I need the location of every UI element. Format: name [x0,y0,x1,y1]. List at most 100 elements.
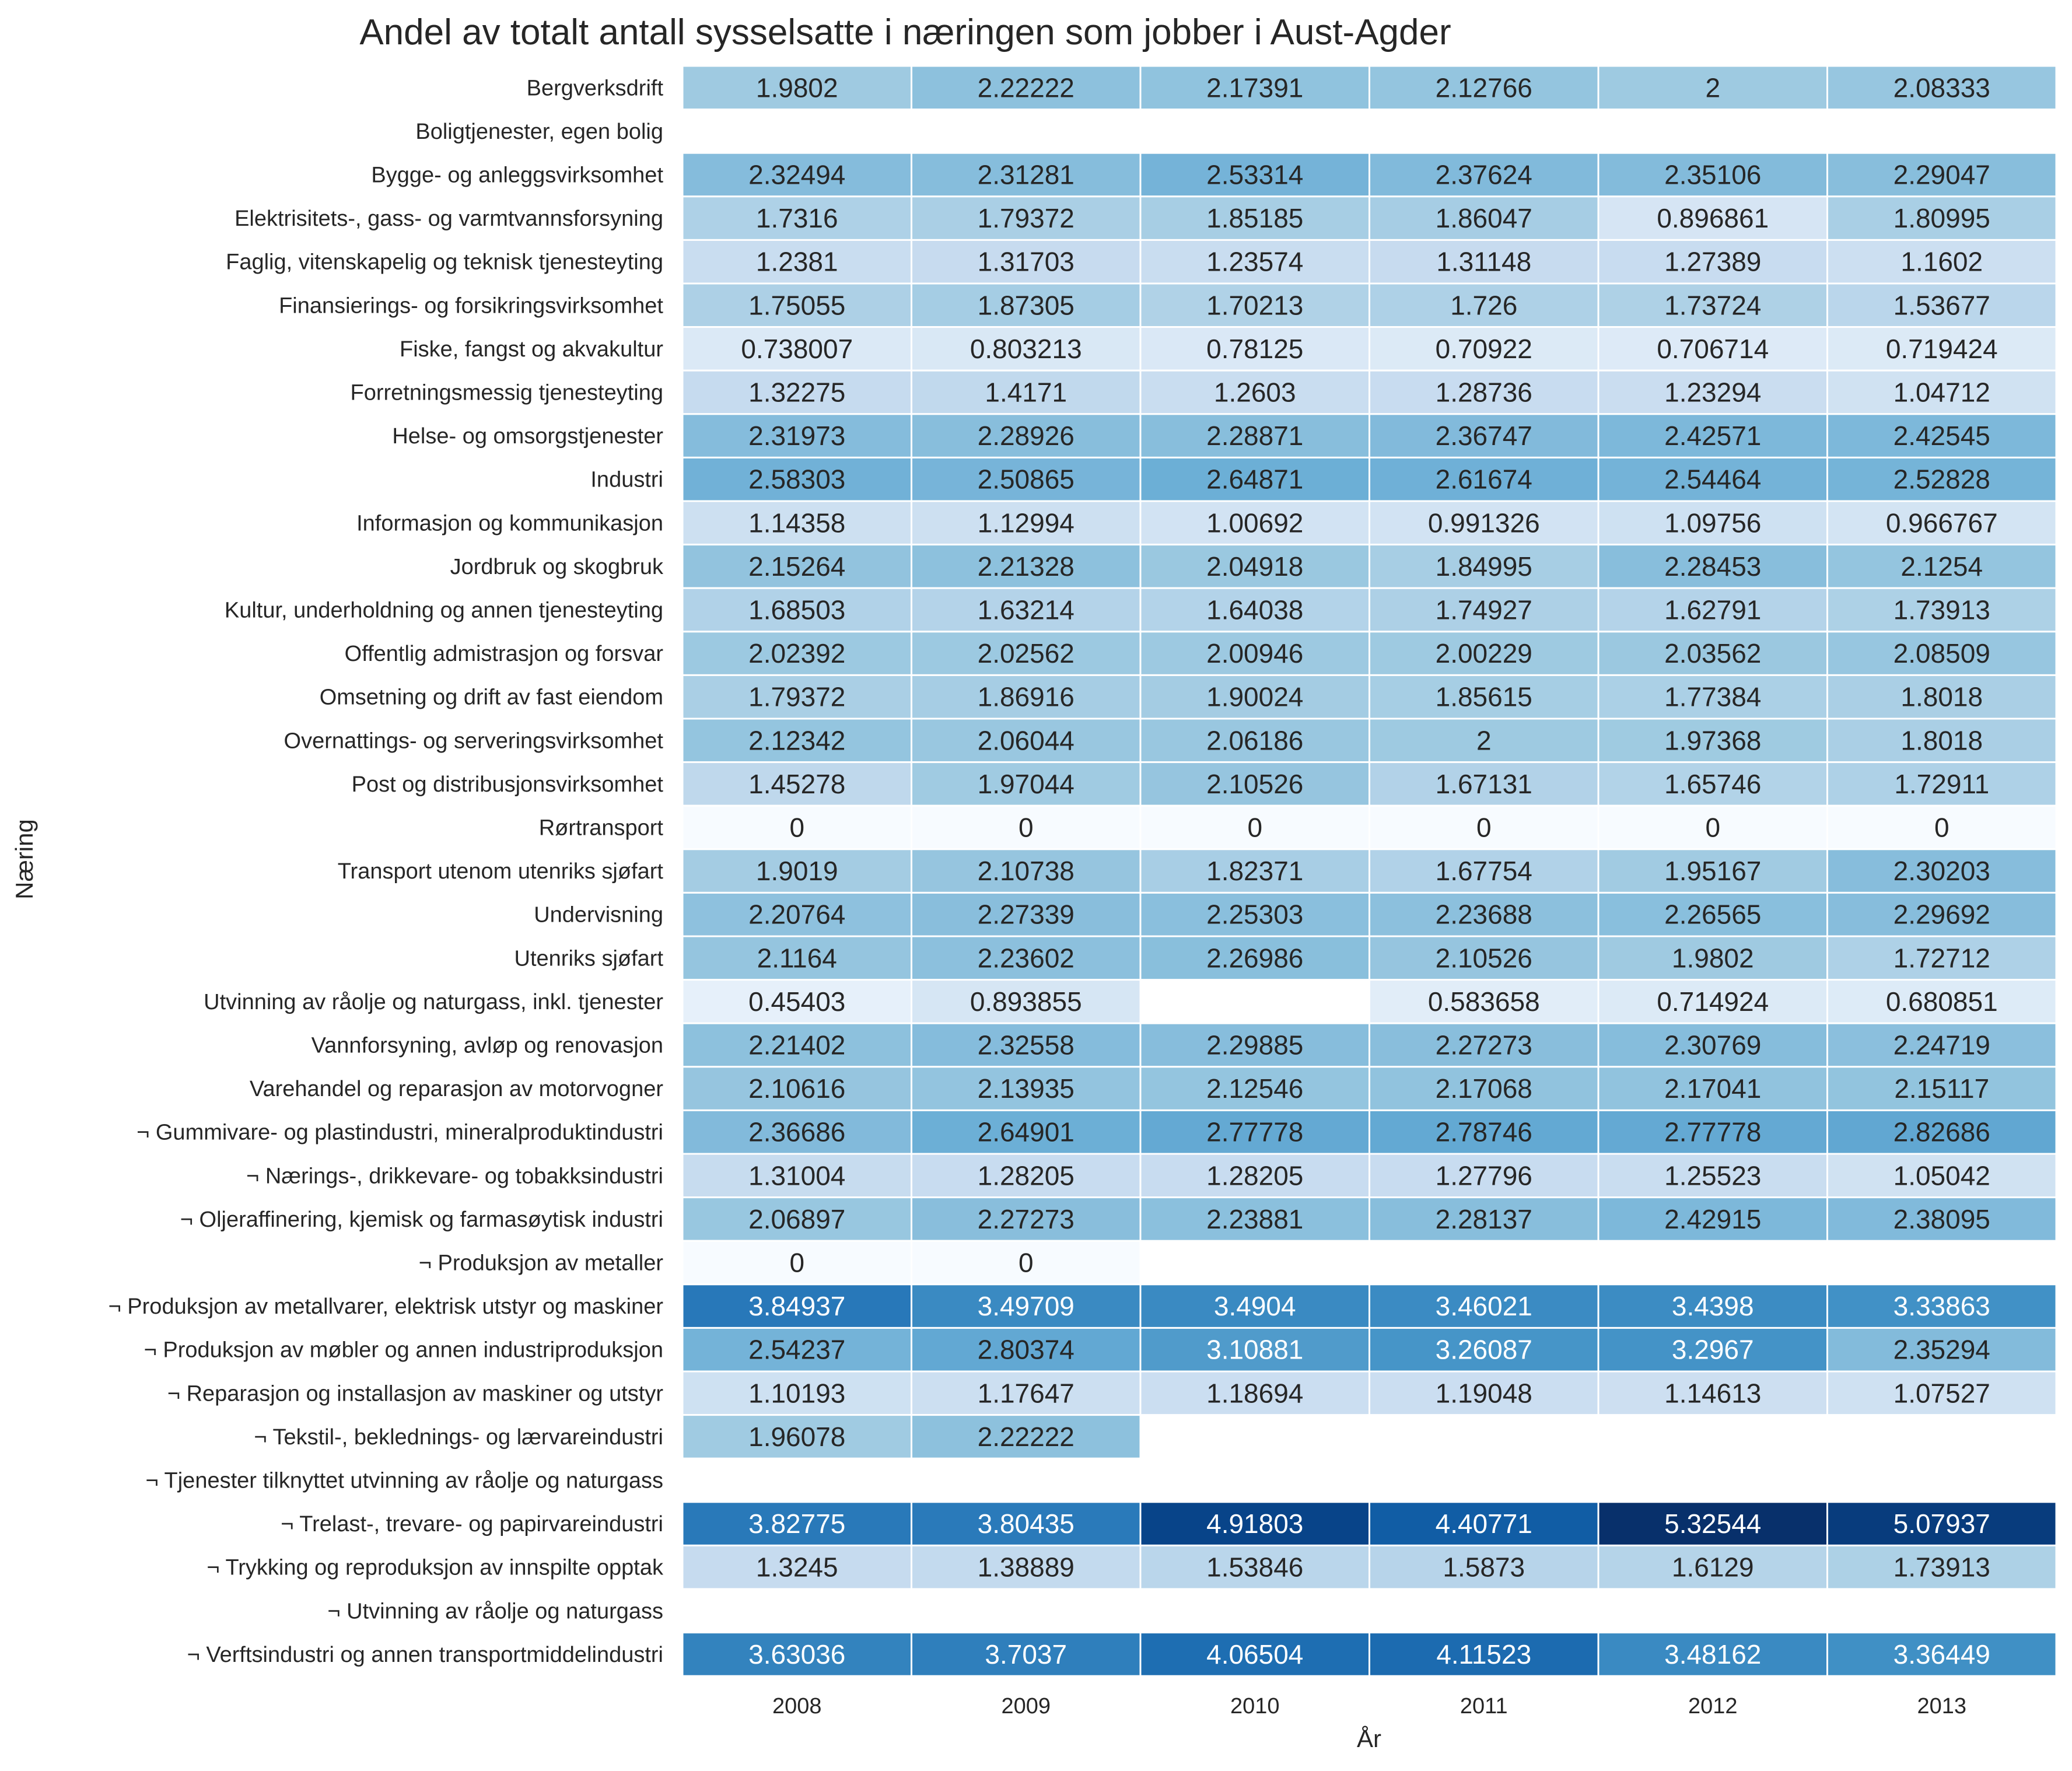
heatmap-cell [681,456,912,502]
cell-value-label: 2.10526 [1436,943,1532,973]
cell-value-label: 2.28137 [1436,1204,1532,1234]
cell-value-label: 1.38889 [978,1552,1074,1583]
heatmap-cell [911,1022,1142,1068]
heatmap-cell [1139,804,1370,850]
heatmap-cell [1826,1153,2057,1199]
heatmap-cell [911,239,1142,285]
cell-value-label: 2.22222 [978,1422,1074,1452]
cell-value-label: 1.77384 [1664,682,1761,712]
cell-value-label: 1.72911 [1894,769,1989,799]
heatmap-cell [1368,1196,1600,1242]
cell-value-label: 1.85615 [1436,682,1532,712]
cell-value-label: 1.79372 [748,682,845,712]
cell-value-label: 0.803213 [970,334,1082,364]
heatmap-cell [1139,587,1370,633]
cell-value-label: 2.08509 [1894,638,1990,668]
x-tick-label: 2011 [1460,1694,1508,1718]
cell-value-label: 1.70213 [1206,290,1303,320]
row-label: Transport utenom utenriks sjøfart [338,859,664,884]
x-tick-label: 2008 [772,1694,822,1718]
cell-value-label: 2.00229 [1436,638,1532,668]
cell-value-label: 0 [1705,813,1720,843]
cell-value-label: 1.68503 [748,595,845,625]
cell-value-label: 2.31281 [978,160,1074,190]
heatmap-cell [911,456,1142,502]
cell-value-label: 2.80374 [978,1335,1074,1365]
heatmap-cell [1368,804,1600,850]
cell-value-label: 2.28926 [978,421,1074,451]
cell-value-label: 2.22222 [978,72,1074,103]
cell-value-label: 2.10526 [1206,769,1303,799]
row-labels: Bergverksdrift Boligtjenester, egen bolig… [108,76,664,1667]
heatmap-cell [1139,65,1370,111]
heatmap-cell [1826,152,2057,198]
heatmap-cell [1826,1109,2057,1155]
cell-value-label: 1.67754 [1436,856,1532,886]
heatmap-cell [1368,979,1600,1024]
row-label: Finansierings- og forsikringsvirksomhet [279,293,663,318]
cell-value-label: 3.80435 [978,1508,1074,1539]
cell-value-label: 1.726 [1450,290,1517,320]
row-label: Overnattings- og serveringsvirksomhet [284,729,664,753]
heatmap-cell [911,195,1142,241]
heatmap-cell [1139,848,1370,894]
heatmap-cell [911,1240,1142,1286]
cell-value-label: 1.8018 [1901,682,1983,712]
cell-value-label: 1.32275 [748,377,845,408]
heatmap-cell [1139,456,1370,502]
heatmap-cell [1826,413,2057,459]
row-label: ¬ Reparasjon og installasjon av maskiner… [167,1381,664,1406]
cell-value-label: 0 [1019,813,1034,843]
heatmap-cell [1139,239,1370,285]
row-label: Utenriks sjøfart [514,946,664,971]
heatmap-cell [1368,544,1600,589]
cell-value-label: 0 [1019,1248,1034,1278]
cell-value-label: 2.52828 [1894,464,1990,495]
heatmap-cell [1597,718,1828,764]
heatmap-cell [1139,1196,1370,1242]
heatmap-cell [1597,282,1828,328]
heatmap-cell [681,544,912,589]
x-tick-label: 2009 [1001,1694,1051,1718]
cell-value-label: 1.73913 [1894,595,1990,625]
row-label: ¬ Nærings-, drikkevare- og tobakksindust… [246,1164,663,1188]
heatmap-cell [1368,891,1600,937]
heatmap-cell [1368,935,1600,981]
heatmap-cell [911,587,1142,633]
heatmap-cell [911,804,1142,850]
cell-value-label: 1.84995 [1436,551,1532,582]
heatmap-cell [1826,848,2057,894]
heatmap-cells: 1.9802 2.22222 2.17391 2.12766 2 2.08333 2.324… [681,65,2057,1677]
cell-value-label: 2.12342 [748,725,845,755]
cell-value-label: 3.4904 [1214,1291,1296,1321]
cell-value-label: 2.00946 [1206,638,1303,668]
row-label: ¬ Oljeraffinering, kjemisk og farmasøyti… [180,1208,663,1232]
heatmap-cell [1597,500,1828,546]
cell-value-label: 2.77778 [1206,1117,1303,1147]
cell-value-label: 1.96078 [748,1422,845,1452]
heatmap-cell [911,631,1142,676]
heatmap-cell [1597,1153,1828,1199]
heatmap-cell [911,1414,1142,1460]
cell-value-label: 1.90024 [1206,682,1303,712]
chart-title: Andel av totalt antall sysselsatte i nær… [359,12,1451,52]
heatmap-cell [1368,1544,1600,1590]
cell-value-label: 2.20764 [748,900,845,930]
cell-value-label: 2.23602 [978,943,1074,973]
heatmap-cell [1826,282,2057,328]
cell-value-label: 2.27339 [978,900,1074,930]
cell-value-label: 2.17391 [1206,72,1303,103]
cell-value-label: 2.32494 [748,160,845,190]
cell-value-label: 1.31703 [978,247,1074,277]
y-axis-label: Næring [10,819,38,900]
row-label: Bygge- og anleggsvirksomhet [371,163,663,188]
row-label: ¬ Produksjon av metaller [419,1251,664,1276]
heatmap-cell [1597,631,1828,676]
heatmap-cell [1826,1544,2057,1590]
heatmap-cell [1139,1283,1370,1329]
cell-value-label: 2.28453 [1664,551,1761,582]
heatmap-cell [681,674,912,720]
heatmap-cell [1826,1022,2057,1068]
cell-value-label: 2.25303 [1206,900,1303,930]
